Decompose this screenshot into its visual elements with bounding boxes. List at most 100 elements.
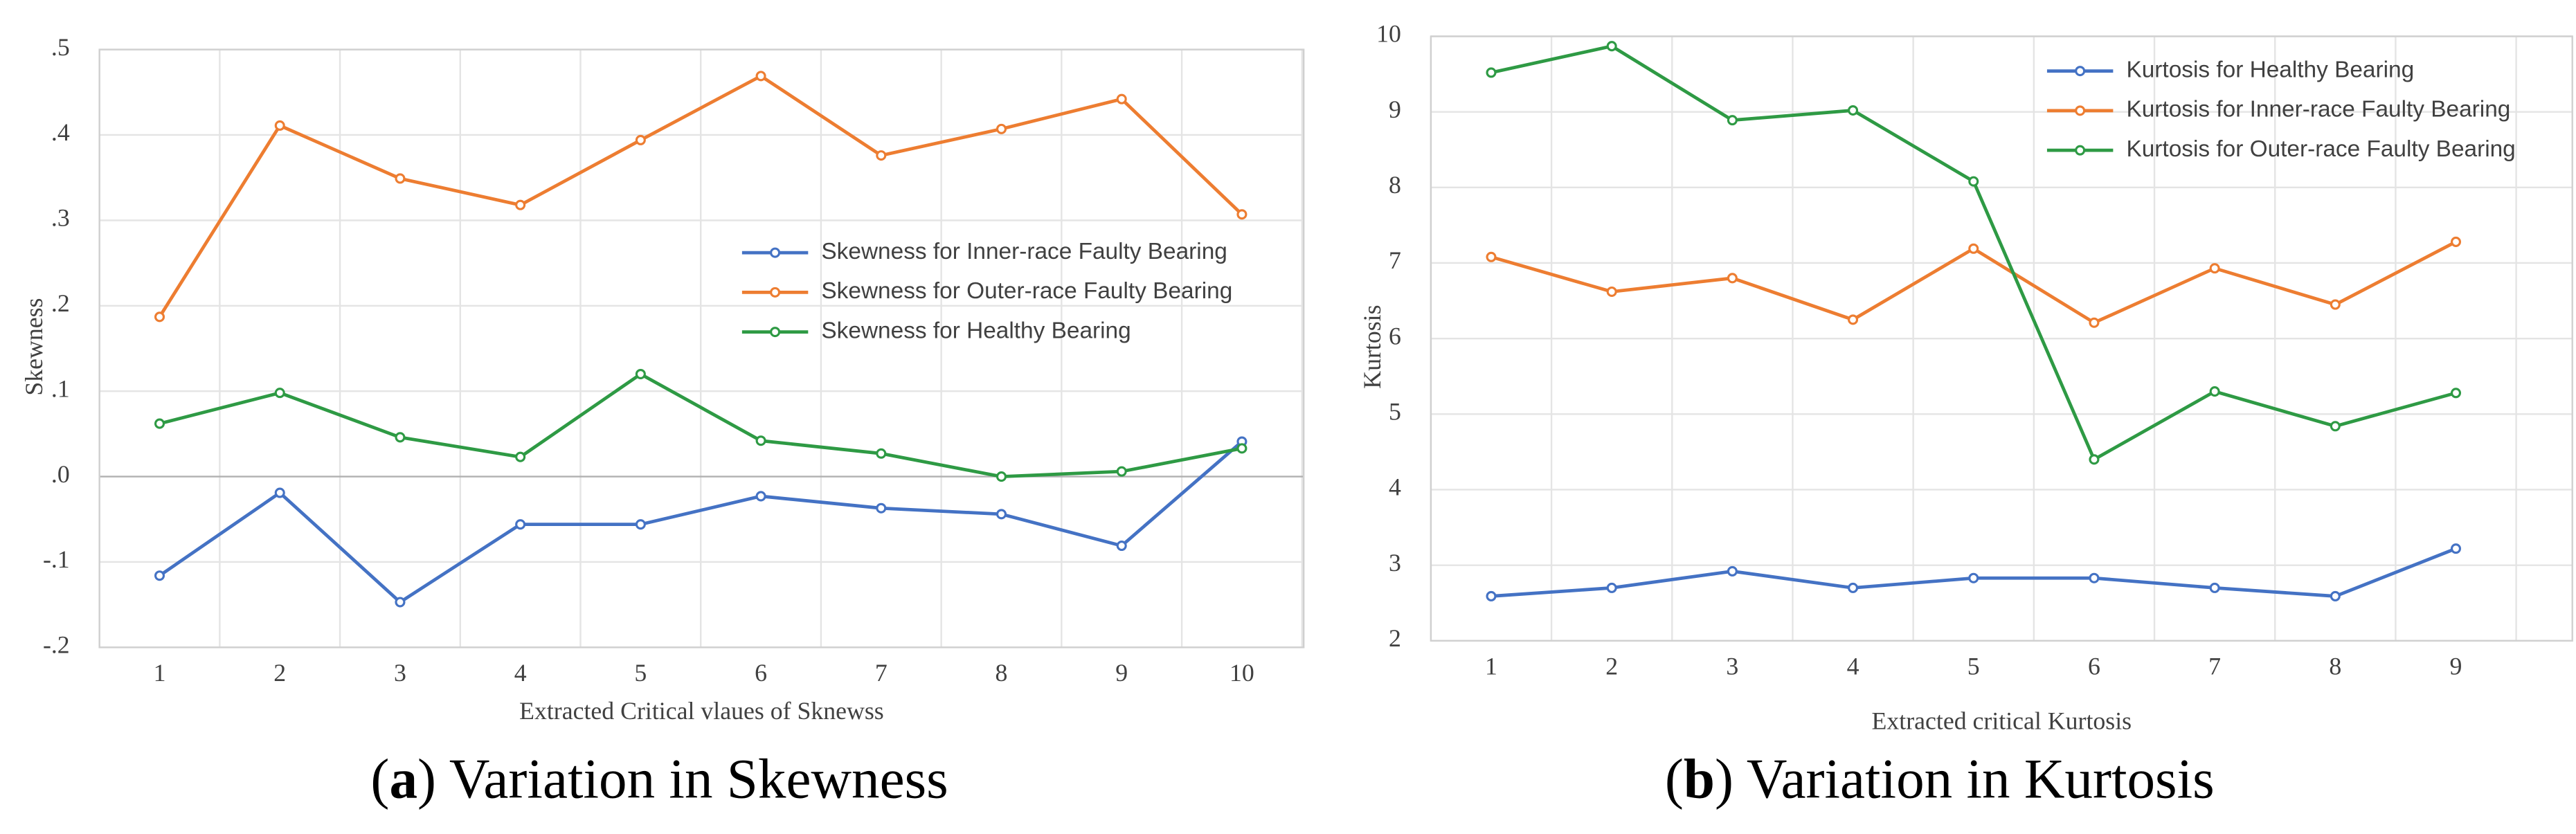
y-axis-label: Kurtosis (1358, 305, 1386, 388)
y-tick-label: -.1 (43, 545, 70, 573)
point (1727, 273, 1738, 284)
x-tick-label: 1 (1485, 653, 1497, 680)
point (395, 173, 406, 184)
plot-border (98, 48, 1305, 649)
point (154, 311, 165, 323)
y-tick-label: 10 (1376, 20, 1401, 48)
point (2450, 236, 2462, 247)
point (395, 597, 406, 608)
x-tick-label: 8 (2329, 653, 2341, 680)
point (395, 432, 406, 443)
point (154, 570, 165, 581)
point (876, 448, 887, 459)
point (635, 368, 646, 380)
point (1236, 443, 1248, 454)
legend-label: Kurtosis for Inner-race Faulty Bearing (2126, 97, 2510, 123)
x-tick-label: 5 (634, 659, 647, 687)
point (274, 120, 285, 131)
y-tick-label: 6 (1389, 322, 1401, 350)
point (2089, 317, 2100, 328)
x-tick-label: 7 (2208, 653, 2221, 680)
legend-marker (2075, 105, 2086, 116)
point (755, 71, 766, 82)
x-axis-label: Extracted Critical vlaues of Sknewss (519, 697, 884, 725)
caption-part: ( (1665, 747, 1684, 810)
y-tick-label: 4 (1389, 473, 1401, 501)
caption-part: ) Variation in Skewness (417, 747, 948, 810)
point (1486, 67, 1497, 78)
y-tick-label: 5 (1389, 398, 1401, 426)
point (2209, 582, 2220, 593)
point (876, 502, 887, 514)
point (1116, 466, 1127, 477)
point (1848, 582, 1859, 593)
caption-part: b (1684, 747, 1715, 810)
legend-label: Skewness for Healthy Bearing (821, 318, 1131, 343)
point (1116, 93, 1127, 105)
point (2330, 299, 2341, 310)
x-tick-label: 1 (154, 659, 166, 687)
point (154, 418, 165, 429)
point (635, 134, 646, 145)
point (1968, 243, 1979, 254)
point (274, 487, 285, 498)
point (1236, 209, 1248, 220)
point (876, 150, 887, 161)
x-tick-label: 4 (514, 659, 527, 687)
y-tick-label: -.2 (43, 631, 70, 659)
x-tick-label: 4 (1847, 653, 1859, 680)
point (2209, 263, 2220, 274)
point (1848, 105, 1859, 116)
point (996, 509, 1007, 520)
y-tick-label: .4 (51, 118, 70, 146)
y-tick-label: .2 (51, 289, 70, 317)
y-tick-label: .3 (51, 204, 70, 232)
y-tick-label: 2 (1389, 624, 1401, 652)
point (1606, 286, 1617, 297)
point (755, 435, 766, 446)
point (1727, 565, 1738, 577)
point (1848, 314, 1859, 325)
point (2209, 386, 2220, 397)
legend-marker (770, 287, 781, 298)
x-tick-label: 2 (1605, 653, 1618, 680)
point (1968, 572, 1979, 583)
y-tick-label: .1 (51, 374, 70, 402)
point (1486, 590, 1497, 601)
point (1606, 41, 1617, 52)
series-line (1490, 240, 2457, 325)
point (274, 388, 285, 399)
caption-part: a (389, 747, 417, 810)
legend-marker (2075, 66, 2086, 77)
caption: (a) Variation in Skewness (370, 747, 948, 810)
point (1968, 176, 1979, 187)
x-tick-label: 6 (755, 659, 767, 687)
legend-marker (770, 327, 781, 338)
legend-label: Kurtosis for Healthy Bearing (2126, 57, 2414, 82)
point (2450, 388, 2462, 399)
point (1606, 582, 1617, 593)
x-tick-label: 7 (875, 659, 888, 687)
x-tick-label: 6 (2088, 653, 2100, 680)
caption: (b) Variation in Kurtosis (1665, 747, 2215, 810)
y-tick-label: 3 (1389, 549, 1401, 577)
point (2330, 590, 2341, 601)
point (1116, 541, 1127, 552)
point (755, 491, 766, 502)
series-line (1490, 547, 2457, 598)
x-tick-label: 3 (1726, 653, 1738, 680)
y-tick-label: .0 (51, 460, 70, 488)
plot-border (1430, 35, 2573, 642)
x-tick-label: 3 (394, 659, 406, 687)
x-tick-label: 2 (273, 659, 286, 687)
point (515, 199, 526, 210)
legend-label: Kurtosis for Outer-race Faulty Bearing (2126, 136, 2515, 162)
series-line (159, 440, 1243, 604)
y-tick-label: 9 (1389, 96, 1401, 123)
point (515, 519, 526, 530)
legend-marker (2075, 145, 2086, 156)
legend-marker (770, 247, 781, 258)
point (635, 519, 646, 530)
